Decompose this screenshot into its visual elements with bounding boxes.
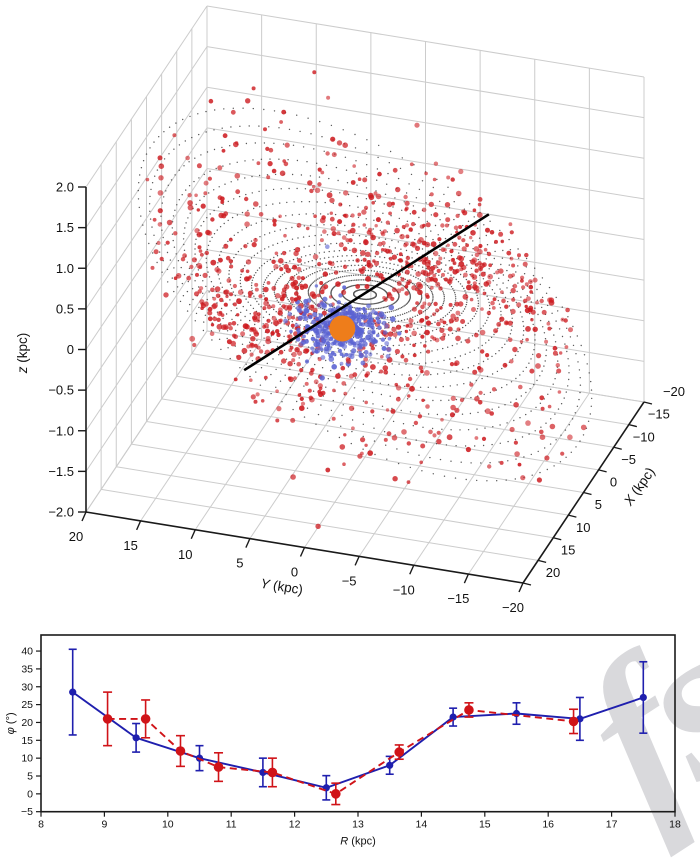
phi-vs-r-chart: 8 9 10 11 12 13 14 15 16 17 18 40 35 30 25 20 15 10 5 0 −5 R … [5, 634, 681, 848]
y-tick-label: 25 [21, 699, 33, 711]
y-axis-title: Y (kpc) [259, 576, 304, 598]
x-axis-tick-label: −10 [633, 429, 655, 444]
y-tick-label: 30 [21, 681, 33, 693]
data-point-model-warp-angle-red [568, 716, 579, 727]
x-tick-label: 9 [101, 819, 107, 831]
y-axis-tick-label: −20 [502, 600, 524, 615]
x-tick-label: 10 [162, 819, 174, 831]
y-axis-tick-label: −10 [393, 582, 415, 597]
x-axis-tick-label: 5 [595, 497, 602, 512]
z-axis-tick-label: −1.0 [48, 423, 74, 438]
data-point-model-warp-angle-red [213, 762, 224, 772]
y-tick-label: 0 [27, 788, 33, 800]
y-tick-label: 20 [21, 717, 33, 729]
data-point-cepheid-warp-angle-blue [259, 768, 267, 777]
pane-grid [85, 5, 645, 584]
x-tick-label: 14 [416, 819, 428, 831]
z-axis-title: z (kpc) [15, 333, 30, 375]
x-tick-label: 12 [289, 819, 301, 831]
series-model-warp-angle-red [102, 691, 579, 806]
y-axis-tick-label: −5 [342, 573, 357, 588]
warp-3d-scatter-plot: 2.01.51.00.50−0.5−1.0−1.5−2.020151050−5−… [15, 5, 685, 616]
series-cepheid-warp-angle-blue [68, 648, 648, 801]
y-axis-title: φ (°) [5, 712, 17, 734]
y-tick-label: 35 [21, 663, 33, 675]
x-axis-tick-label: 15 [561, 542, 575, 557]
z-axis-tick-label: 0.5 [56, 301, 74, 316]
cepheid-scatter-points [145, 70, 587, 529]
chart-tick-labels: 8 9 10 11 12 13 14 15 16 17 18 40 35 30 25 20 15 10 5 0 −5 [21, 646, 681, 831]
data-point-cepheid-warp-angle-blue [386, 761, 394, 769]
sun-marker [329, 315, 356, 342]
chart-ticks [36, 650, 676, 817]
x-axis-tick-label: 0 [610, 475, 617, 490]
y-axis-tick-label: 0 [291, 565, 298, 580]
z-axis-tick-label: 2.0 [56, 180, 74, 195]
x-axis-tick-label: −5 [621, 452, 636, 467]
y-axis-tick-label: 5 [236, 556, 243, 571]
y-axis-tick-label: 20 [69, 529, 83, 544]
y-axis-tick-label: 15 [123, 538, 137, 553]
data-point-model-warp-angle-red [267, 767, 278, 778]
x-tick-label: 16 [542, 819, 554, 831]
x-tick-label: 17 [606, 819, 618, 831]
x-axis-title: R (kpc) [340, 836, 375, 848]
y-tick-label: −5 [21, 806, 33, 818]
data-point-cepheid-warp-angle-blue [69, 688, 77, 696]
y-tick-label: 10 [21, 753, 33, 765]
data-point-model-warp-angle-red [331, 789, 341, 799]
x-axis-tick-label: −20 [663, 384, 685, 399]
x-axis-tick-label: −15 [648, 407, 670, 422]
z-axis-tick-label: −1.5 [48, 464, 74, 479]
z-axis-tick-label: 1.5 [56, 220, 74, 235]
z-axis-tick-label: −0.5 [48, 383, 74, 398]
x-tick-label: 8 [38, 819, 44, 831]
y-tick-label: 5 [27, 771, 33, 783]
x-tick-label: 15 [479, 819, 491, 831]
z-axis-tick-label: 1.0 [56, 261, 74, 276]
data-point-model-warp-angle-red [394, 747, 405, 757]
y-axis-tick-label: −15 [447, 591, 469, 606]
axis-spines [85, 187, 645, 584]
data-point-model-warp-angle-red [175, 746, 186, 756]
y-tick-label: 15 [21, 735, 33, 747]
x-tick-label: 18 [669, 819, 681, 831]
data-point-model-warp-angle-red [102, 714, 113, 724]
y-axis-tick-label: 10 [178, 547, 192, 562]
y-tick-label: 40 [21, 646, 33, 658]
axis-tick-labels: 2.01.51.00.50−0.5−1.0−1.5−2.020151050−5−… [48, 180, 685, 616]
x-axis-title: X (kpc) [620, 465, 657, 509]
z-axis-tick-label: −2.0 [48, 505, 74, 520]
x-tick-label: 13 [352, 819, 364, 831]
data-point-model-warp-angle-red [464, 705, 474, 715]
line-of-nodes [243, 213, 490, 372]
chart-frame [40, 634, 676, 813]
x-axis-tick-label: 20 [546, 565, 560, 580]
z-axis-tick-label: 0 [67, 342, 74, 357]
axis-ticks [78, 186, 653, 593]
data-point-cepheid-warp-angle-blue [132, 734, 140, 742]
data-point-model-warp-angle-red [140, 714, 151, 724]
x-axis-tick-label: 10 [576, 520, 590, 535]
x-tick-label: 11 [226, 819, 237, 831]
data-point-cepheid-warp-angle-blue [449, 713, 457, 721]
data-point-cepheid-warp-angle-blue [639, 693, 647, 702]
series-line-cepheid-warp-angle-blue [72, 691, 644, 789]
